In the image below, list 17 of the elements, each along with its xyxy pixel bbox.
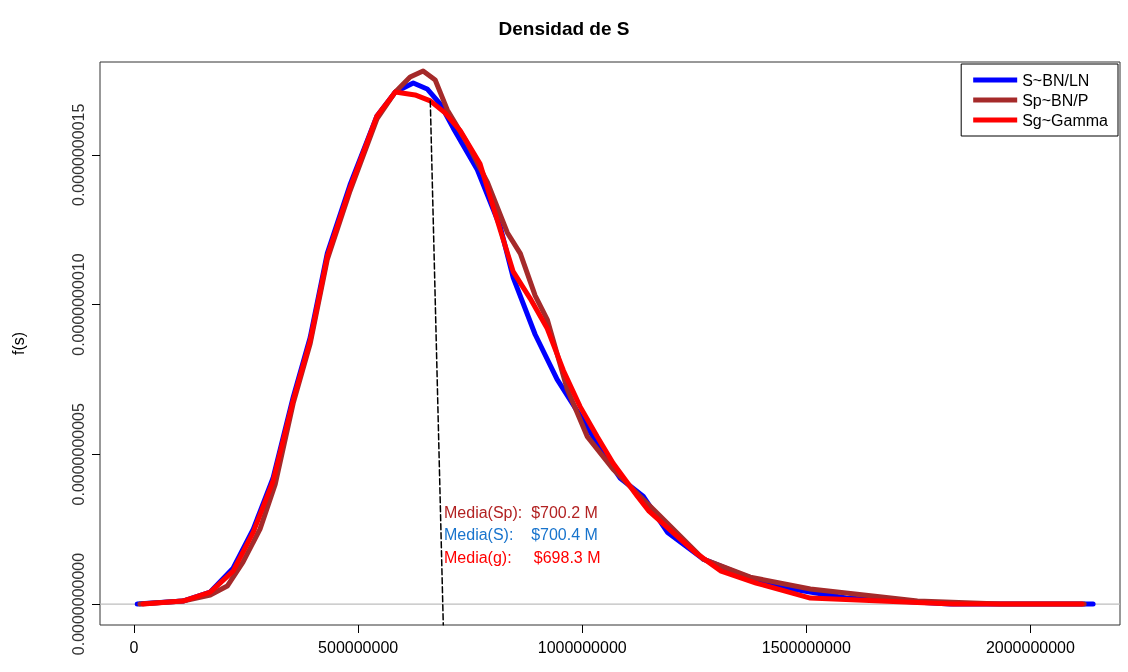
x-tick-label: 1500000000 (761, 638, 851, 656)
chart-title: Densidad de S (498, 18, 630, 39)
legend-label: Sg~Gamma (1022, 111, 1109, 129)
y-tick-label: 0.0000000000 (69, 552, 87, 656)
x-tick-label: 500000000 (318, 638, 399, 656)
x-tick-label: 0 (129, 638, 139, 656)
y-tick-label: 0.0000000015 (69, 103, 87, 206)
x-tick-label: 1000000000 (537, 638, 627, 656)
annotation: Media(g): $698.3 M (444, 548, 601, 566)
y-tick-label: 0.0000000005 (69, 403, 87, 506)
y-axis-title: f(s) (9, 331, 27, 356)
annotation: Media(S): $700.4 M (444, 526, 598, 543)
legend-label: Sp~BN/P (1022, 91, 1089, 109)
x-tick-label: 2000000000 (985, 638, 1075, 656)
y-tick-label: 0.0000000010 (69, 253, 87, 356)
annotation: Media(Sp): $700.2 M (444, 503, 598, 521)
legend-label: S~BN/LN (1022, 71, 1090, 89)
